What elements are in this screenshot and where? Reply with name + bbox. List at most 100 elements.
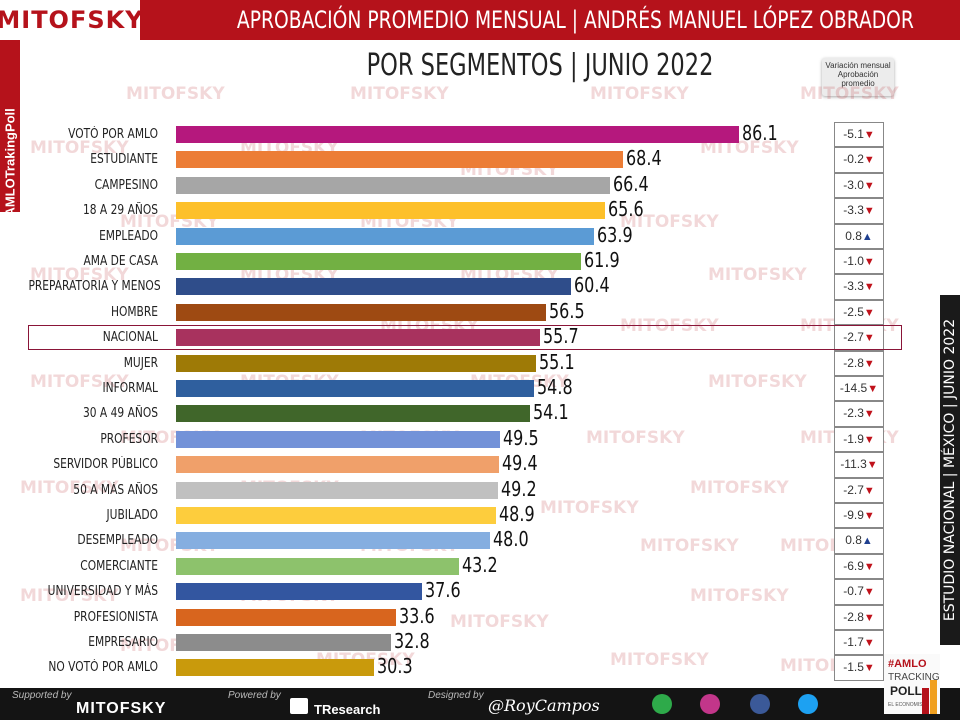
bar — [176, 303, 546, 321]
supported-by-logo: MITOFSKY — [76, 700, 167, 717]
variation-value: -2.8 — [843, 355, 864, 370]
chart-subtitle: POR SEGMENTOS | JUNIO 2022 — [366, 48, 714, 83]
designed-by-label: Designed by — [428, 690, 484, 701]
triangle-down-icon: ▼ — [863, 637, 875, 649]
triangle-down-icon: ▼ — [863, 586, 875, 599]
category-label: ESTUDIANTE — [90, 152, 158, 168]
value-label: 49.4 — [502, 451, 538, 476]
variation-value: -2.5 — [843, 304, 864, 319]
value-label: 68.4 — [626, 146, 662, 171]
variation-cell: -1.0▼ — [834, 249, 884, 275]
watermark-logo: MITOFSKY — [30, 265, 129, 285]
category-label: UNIVERSIDAD Y MÁS — [47, 584, 158, 600]
watermark-logo: MITOFSKY — [640, 536, 739, 556]
designer-signature: @RoyCampos — [488, 696, 600, 715]
triangle-up-icon: ▲ — [861, 535, 873, 548]
category-label: CAMPESINO — [94, 177, 158, 193]
watermark-logo: MITOFSKY — [800, 84, 899, 104]
bar — [176, 329, 541, 347]
watermark-logo: MITOFSKY — [540, 498, 639, 518]
variation-cell: -5.1▼ — [834, 122, 884, 148]
bar — [176, 380, 535, 397]
value-label: 54.1 — [532, 400, 569, 425]
watermark-logo: MITOFSKY — [708, 265, 807, 285]
variation-value: -2.7 — [843, 482, 864, 497]
whatsapp-icon[interactable] — [652, 694, 672, 714]
triangle-up-icon: ▲ — [861, 230, 873, 243]
watermark-logo: MITOFSKY — [610, 650, 709, 670]
bar — [176, 405, 530, 423]
bar — [176, 430, 500, 448]
watermark-logo: MITOFSKY — [30, 372, 129, 392]
variation-value: -14.5 — [839, 381, 868, 395]
variation-cell: -2.8▼ — [834, 604, 884, 630]
value-label: 43.2 — [461, 552, 498, 577]
bar — [176, 608, 396, 626]
study-label: ESTUDIO NACIONAL | MÉXICO | JUNIO 2022 — [942, 318, 958, 622]
variation-legend-line-1: Variación mensual — [825, 61, 891, 70]
variation-legend: Variación mensual Aprobación promedio — [822, 58, 894, 96]
value-label: 32.8 — [393, 629, 430, 653]
variation-value: -2.3 — [843, 406, 864, 421]
variation-cell: -3.0▼ — [834, 172, 884, 199]
variation-cell: -14.5▼ — [834, 376, 884, 402]
triangle-down-icon: ▼ — [863, 306, 875, 319]
bar — [176, 278, 572, 296]
triangle-down-icon: ▼ — [863, 281, 875, 294]
variation-cell: -9.9▼ — [834, 503, 884, 529]
variation-cell: -3.3▼ — [834, 274, 884, 300]
category-label: COMERCIANTE — [80, 558, 158, 574]
triangle-down-icon: ▼ — [863, 433, 875, 446]
badge-line-3: POLL — [890, 684, 922, 698]
variation-value: -3.3 — [843, 203, 864, 218]
category-label: HOMBRE — [110, 304, 158, 320]
triangle-down-icon: ▼ — [863, 662, 875, 675]
variation-value: -11.3 — [840, 457, 867, 472]
supported-by-label: Supported by — [12, 690, 72, 701]
category-label: NACIONAL — [102, 330, 158, 346]
tracking-poll-badge: #AMLO TRACKING POLL EL ECONOMISTA — [884, 654, 940, 714]
badge-bar-icon — [922, 688, 929, 714]
value-label: 49.2 — [500, 476, 537, 501]
variation-cell: -2.7▼ — [834, 477, 884, 503]
triangle-down-icon: ▼ — [863, 205, 875, 218]
value-label: 54.8 — [537, 375, 574, 399]
badge-bar-icon — [930, 680, 937, 714]
triangle-down-icon: ▼ — [863, 510, 875, 522]
value-label: 33.6 — [398, 603, 435, 628]
bar — [176, 507, 496, 524]
watermark-logo: MITOFSKY — [586, 428, 685, 448]
twitter-icon[interactable] — [798, 694, 818, 714]
category-label: AMA DE CASA — [83, 254, 158, 269]
triangle-down-icon: ▼ — [863, 332, 875, 345]
category-label: 50 A MÁS AÑOS — [73, 482, 158, 498]
facebook-icon[interactable] — [750, 694, 770, 714]
triangle-down-icon: ▼ — [866, 459, 878, 472]
variation-cell: -1.5▼ — [834, 655, 884, 681]
value-label: 37.6 — [424, 578, 461, 603]
category-label: 30 A 49 AÑOS — [82, 406, 158, 422]
bar — [176, 176, 611, 194]
watermark-logo: MITOFSKY — [590, 84, 689, 104]
category-label: SERVIDOR PÚBLICO — [53, 457, 159, 473]
instagram-icon[interactable] — [700, 694, 720, 714]
variation-value: 0.8 — [845, 228, 862, 243]
study-label-box: ESTUDIO NACIONAL | MÉXICO | JUNIO 2022 — [940, 295, 960, 645]
value-label: 65.6 — [608, 197, 644, 222]
watermark-logo: MITOFSKY — [126, 84, 225, 104]
variation-value: 0.8 — [845, 533, 862, 548]
value-label: 55.7 — [543, 324, 579, 349]
bar — [176, 253, 581, 270]
variation-cell: -3.3▼ — [834, 198, 884, 224]
category-label: PROFESIONISTA — [73, 609, 158, 625]
bar — [176, 354, 537, 372]
triangle-down-icon: ▼ — [863, 484, 875, 497]
value-label: 60.4 — [574, 273, 610, 298]
watermark-logo: MITOFSKY — [690, 586, 789, 606]
variation-value: -1.9 — [843, 431, 864, 446]
triangle-down-icon: ▼ — [867, 383, 879, 395]
value-label: 30.3 — [377, 654, 413, 679]
triangle-down-icon: ▼ — [863, 408, 875, 421]
variation-cell: -6.9▼ — [834, 553, 884, 580]
